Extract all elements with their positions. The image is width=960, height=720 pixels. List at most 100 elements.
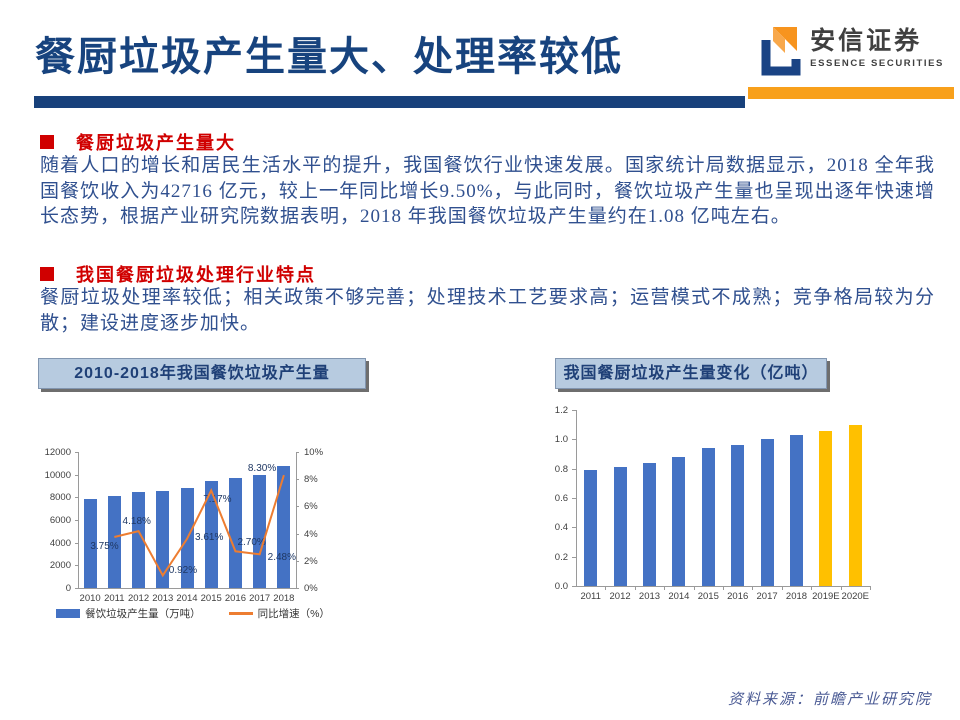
bar-2017 (760, 439, 774, 586)
y-axis-tick-mark (572, 586, 576, 587)
legend-label: 餐饮垃圾产生量（万吨） (85, 608, 201, 620)
y-axis-tick-mark (572, 556, 576, 558)
chart-legend: 餐饮垃圾产生量（万吨） 同比增速（%） (38, 606, 348, 621)
section-2-heading-row: 我国餐厨垃圾处理行业特点 (40, 261, 316, 287)
y-axis-tick-mark (572, 439, 576, 441)
logo: 安信证券 ESSENCE SECURITIES (756, 26, 944, 78)
y-axis-right-tick-mark (296, 479, 299, 481)
line-point-label: 7.17% (203, 494, 232, 506)
y-axis-tick-label: 0.6 (554, 493, 568, 504)
logo-name-cn: 安信证券 (810, 27, 923, 55)
y-axis-tick-label: 1.0 (554, 434, 568, 446)
y-axis-left-tick-mark (75, 542, 78, 544)
y-axis-tick-mark (572, 527, 576, 529)
bar-chart-kitchen-waste-change: 0.0 0.2 0.4 0.6 0.8 1.0 1.2 2011 2012 2013 2014 201… (540, 398, 880, 613)
x-axis-tick-label: 2014 (176, 593, 198, 604)
header-rule-navy (34, 96, 745, 108)
x-axis-tick-label: 2018 (785, 591, 808, 602)
y-axis-left-tick-label: 0 (65, 583, 71, 594)
y-axis-left-tick-label: 10000 (44, 469, 71, 481)
x-axis-tick-label: 2017 (249, 593, 271, 604)
section-2-text: 餐厨垃圾处理率较低；相关政策不够完善；处理技术工艺要求高；运营模式不成熟；竞争格… (40, 287, 935, 334)
y-axis-tick-label: 0.4 (554, 522, 568, 534)
logo-wordmark: 安信证券 ESSENCE SECURITIES (810, 26, 944, 69)
y-axis-left-tick-label: 2000 (49, 560, 71, 572)
y-axis-right-tick-mark (296, 506, 299, 508)
x-axis-tick-label: 2014 (668, 591, 690, 602)
y-axis-right-tick-mark (296, 452, 299, 453)
y-axis-right-tick-label: 2% (304, 555, 318, 567)
bar-2018 (790, 434, 803, 586)
x-axis-tick-mark (870, 586, 871, 590)
x-axis-tick-label: 2015 (697, 591, 719, 602)
logo-name-en: ESSENCE SECURITIES (810, 58, 944, 69)
bar-2014 (672, 456, 686, 586)
logo-cube-icon (761, 27, 801, 76)
x-axis-tick-label: 2018 (273, 593, 295, 604)
x-axis-tick-mark (693, 586, 695, 590)
bar-2012 (132, 492, 146, 588)
y-axis-tick-mark (572, 468, 576, 470)
bar-2018 (277, 465, 291, 588)
legend-bar-swatch (56, 609, 81, 618)
y-axis-tick-label: 0.8 (554, 463, 568, 475)
x-axis-tick-mark (605, 586, 607, 590)
x-axis-tick-mark (752, 586, 754, 590)
bar-2017 (253, 475, 267, 588)
x-axis-line (78, 588, 297, 589)
y-axis-left-tick-mark (75, 474, 78, 476)
y-axis-tick-label: 0.2 (554, 551, 568, 563)
x-axis-tick-mark (811, 586, 813, 590)
y-axis-right-tick-label: 10% (304, 447, 324, 458)
y-axis-right-tick-mark (296, 560, 299, 562)
line-point-label: 3.61% (195, 531, 224, 543)
bar-2013 (156, 491, 170, 588)
legend-item-line: 同比增速（%） (228, 606, 330, 621)
x-axis-tick-label: 2020E (841, 591, 870, 602)
x-axis-tick-mark (634, 586, 636, 590)
bar-2012 (613, 467, 627, 586)
y-axis-right-tick-mark (296, 588, 299, 589)
bullet-square-icon (40, 135, 54, 149)
source-note: 资料来源：前瞻产业研究院 (727, 692, 932, 708)
line-point-label: 0.92% (168, 565, 198, 577)
x-axis-tick-label: 2017 (756, 591, 778, 602)
section-2-heading: 我国餐厨垃圾处理行业特点 (76, 265, 316, 285)
header-rule-orange (748, 87, 954, 99)
y-axis-left-tick-mark (75, 497, 78, 499)
bar-2019E (819, 430, 833, 586)
line-point-label: 3.75% (90, 541, 119, 552)
bar-2016 (731, 445, 745, 586)
y-axis-left-tick-mark (75, 565, 78, 567)
x-axis-tick-mark (723, 586, 724, 590)
x-axis-tick-label: 2015 (200, 593, 222, 604)
x-axis-tick-mark (781, 586, 783, 590)
y-axis-left-tick-label: 6000 (49, 515, 71, 526)
y-axis-tick-label: 1.2 (554, 405, 568, 416)
x-axis-tick-label: 2013 (638, 591, 661, 602)
x-axis-tick-label: 2011 (104, 593, 125, 604)
y-axis-tick-mark (572, 498, 576, 499)
x-axis-tick-label: 2013 (152, 593, 174, 604)
line-point-label: 2.48% (267, 552, 297, 564)
x-axis-tick-mark (664, 586, 666, 590)
y-axis-right-tick-mark (296, 533, 299, 535)
right-chart-title: 我国餐厨垃圾产生量变化（亿吨） (555, 358, 827, 389)
y-axis-tick-mark (572, 410, 576, 411)
bar-2015 (701, 448, 715, 586)
y-axis-left-tick-mark (75, 452, 78, 453)
section-1-text: 随着人口的增长和居民生活水平的提升，我国餐饮行业快速发展。国家统计局数据显示，2… (40, 155, 935, 227)
bar-2020E (848, 424, 862, 586)
x-axis-tick-label: 2012 (609, 591, 631, 602)
y-axis-left-tick-mark (75, 520, 78, 521)
left-chart-title: 2010-2018年我国餐饮垃圾产生量 (38, 358, 366, 389)
x-axis-tick-label: 2016 (727, 591, 749, 602)
line-point-label: 2.70% (237, 537, 266, 549)
y-axis-right-line (296, 452, 297, 588)
line-point-label: 8.30% (247, 463, 277, 475)
y-axis-left-tick-label: 4000 (49, 537, 71, 549)
y-axis-left-tick-label: 12000 (44, 447, 71, 458)
y-axis-right-tick-label: 4% (304, 528, 318, 540)
x-axis-tick-label: 2010 (79, 593, 101, 604)
